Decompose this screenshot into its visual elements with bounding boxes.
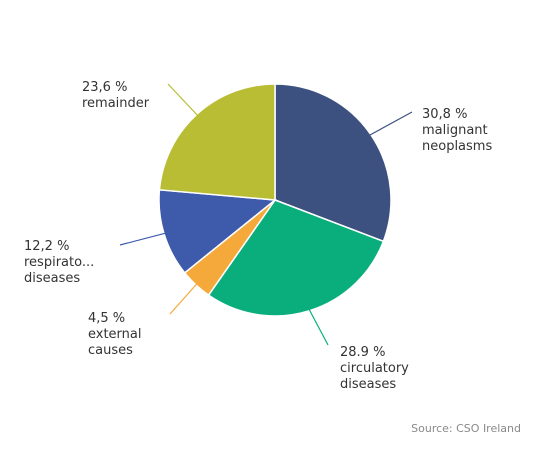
- slice-name-label: malignant: [422, 123, 488, 138]
- pie-slice: [158, 83, 276, 201]
- leader-line: [169, 281, 200, 315]
- slice-label: 30,8 % malignant neoplasms: [422, 107, 492, 154]
- slice-name-label: diseases: [24, 271, 80, 286]
- slice-name-label: external: [88, 327, 142, 342]
- leader-line: [119, 232, 168, 246]
- slice-name-label: circulatory: [340, 361, 409, 376]
- leader-line: [167, 83, 200, 118]
- pie-slice: [207, 199, 385, 317]
- slice-name-label: remainder: [82, 96, 150, 111]
- slice-value-label: 4,5 %: [88, 311, 125, 326]
- slice-label: 12,2 % respirato... diseases: [24, 239, 94, 286]
- slice-name-label: diseases: [340, 377, 396, 392]
- leader-line: [307, 306, 329, 346]
- slice-value-label: 28.9 %: [340, 345, 385, 360]
- slice-labels: 30,8 % malignant neoplasms 28.9 % circulator…: [24, 80, 492, 392]
- slice-value-label: 12,2 %: [24, 239, 69, 254]
- slice-label: 28.9 % circulatory diseases: [340, 345, 409, 392]
- slice-name-label: respirato...: [24, 255, 94, 270]
- pie-slices: [158, 83, 392, 317]
- slice-value-label: 23,6 %: [82, 80, 127, 95]
- slice-label: 4,5 % external causes: [88, 311, 142, 358]
- source-note: Source: CSO Ireland: [411, 422, 521, 435]
- leader-lines: [119, 83, 413, 346]
- slice-name-label: causes: [88, 343, 133, 358]
- slice-label: 23,6 % remainder: [82, 80, 150, 111]
- slice-name-label: neoplasms: [422, 139, 492, 154]
- slice-value-label: 30,8 %: [422, 107, 467, 122]
- leader-line: [366, 111, 413, 138]
